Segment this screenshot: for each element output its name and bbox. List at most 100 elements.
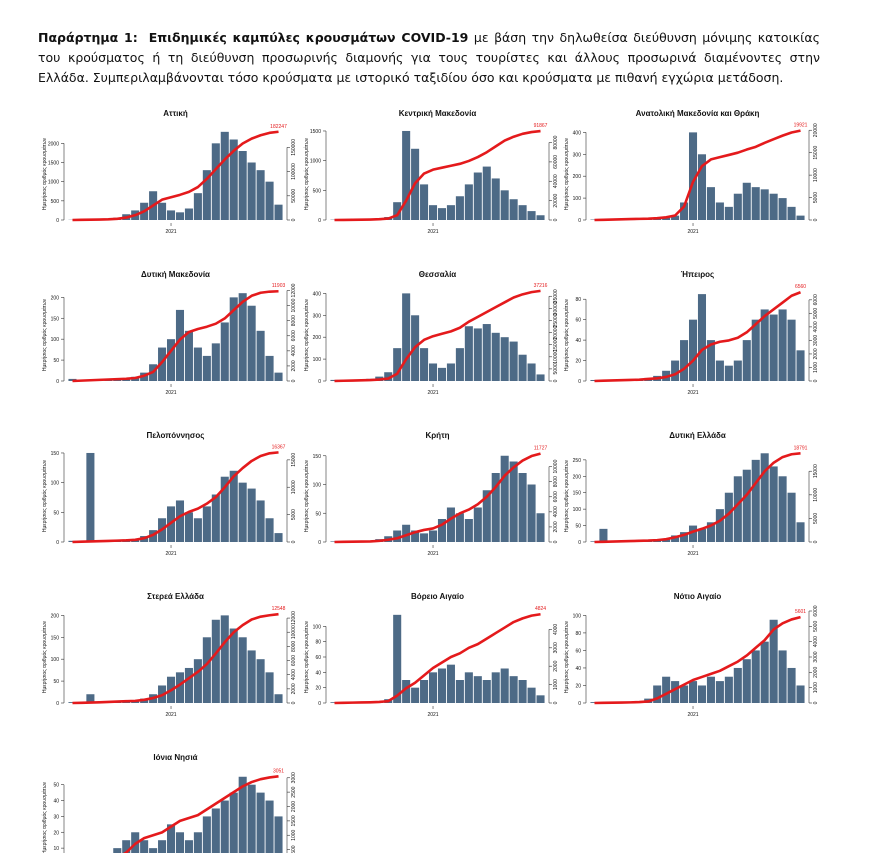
y-tick-label: 80	[575, 631, 581, 637]
bar	[778, 198, 787, 220]
caption-label: Παράρτημα 1:	[38, 30, 138, 45]
y-tick-label: 100	[313, 357, 322, 363]
bar	[715, 509, 724, 542]
bar	[193, 832, 202, 853]
bar	[796, 522, 805, 542]
cumulative-line	[334, 289, 541, 383]
bar	[402, 524, 411, 542]
chart-title: Ήπειρος	[681, 270, 714, 279]
y2-tick-label: 8000	[291, 641, 297, 652]
y-tick-label: 1500	[48, 161, 59, 167]
bar	[202, 637, 211, 703]
bar	[724, 492, 733, 542]
bar	[274, 816, 283, 853]
bar	[420, 348, 429, 381]
y-tick-label: 0	[578, 540, 581, 546]
bar	[446, 664, 455, 703]
y2-tick-label: 20000	[553, 193, 559, 207]
bar	[473, 676, 482, 703]
bar	[473, 172, 482, 220]
data-label: 37216	[534, 283, 548, 289]
x-tick-label: 2021	[427, 390, 438, 396]
cumulative-line	[594, 129, 801, 222]
bar	[184, 512, 193, 542]
bar	[671, 360, 680, 381]
bar	[733, 476, 742, 542]
y2-tick-label: 100000	[291, 163, 297, 180]
bar	[149, 848, 158, 853]
bar	[437, 367, 447, 381]
bar	[724, 676, 733, 703]
bar	[428, 530, 438, 542]
y-tick-label: 0	[318, 701, 321, 707]
y2-tick-label: 10000	[291, 480, 297, 494]
y-tick-label: 200	[313, 335, 322, 341]
y2-tick-label: 150000	[291, 139, 297, 156]
y-tick-label: 50	[315, 511, 321, 517]
bar	[742, 469, 751, 542]
bar	[509, 461, 518, 542]
bar	[274, 372, 283, 381]
bar	[166, 210, 176, 220]
bar	[482, 324, 491, 381]
bar	[140, 840, 149, 853]
y2-tick-label: 2500	[291, 786, 297, 797]
y2-tick-label: 8000	[553, 476, 559, 487]
bar	[518, 680, 527, 703]
bar	[680, 202, 689, 220]
x-tick-label: 2021	[427, 551, 438, 557]
x-tick-label: 2021	[165, 390, 176, 396]
bar	[482, 680, 491, 703]
chart-title: Δυτική Μακεδονία	[141, 270, 210, 279]
bar	[175, 212, 185, 220]
chart-title: Κεντρική Μακεδονία	[399, 109, 477, 118]
chart-title: Νότιο Αιγαίο	[674, 592, 722, 601]
bar	[193, 347, 202, 381]
bar	[715, 360, 724, 381]
bar	[420, 680, 429, 703]
y2-tick-label: 0	[553, 218, 559, 221]
x-tick-label: 2021	[687, 712, 698, 718]
bar	[482, 166, 491, 220]
y-axis-label: Ημερήσιος αριθμός κρουσμάτων	[41, 781, 48, 853]
bar	[158, 840, 167, 853]
y2-tick-label: 5000	[813, 513, 819, 524]
bar	[402, 680, 411, 703]
bar	[211, 619, 220, 703]
bar	[778, 650, 787, 703]
bar	[491, 473, 500, 542]
bar	[688, 132, 698, 220]
y-tick-label: 0	[578, 701, 581, 707]
bar	[175, 309, 185, 381]
bar	[437, 668, 447, 703]
data-label: 11903	[272, 283, 286, 289]
cumulative-line	[594, 615, 801, 705]
bar	[238, 776, 247, 853]
bar	[220, 131, 229, 220]
bar	[706, 340, 715, 381]
cumulative-line	[334, 129, 541, 222]
y-axis-label: Ημερήσιος αριθμός κρουσμάτων	[41, 459, 48, 532]
y-tick-label: 100	[573, 507, 582, 513]
y-tick-label: 0	[318, 540, 321, 546]
y-tick-label: 50	[53, 783, 59, 789]
bar	[166, 339, 176, 381]
bar	[671, 681, 680, 703]
y2-tick-label: 2000	[553, 521, 559, 532]
y2-tick-label: 0	[813, 540, 819, 543]
data-label: 6560	[795, 284, 806, 290]
y2-tick-label: 5000	[291, 509, 297, 520]
bar	[680, 532, 689, 542]
bar	[518, 205, 527, 220]
bar	[158, 347, 167, 381]
bar	[238, 151, 247, 220]
bar	[751, 459, 760, 542]
y-tick-label: 40	[575, 338, 581, 344]
bar	[769, 193, 778, 220]
bar	[428, 205, 438, 220]
y-tick-label: 200	[51, 295, 60, 301]
y2-tick-label: 3000	[291, 772, 297, 783]
y-tick-label: 150	[51, 316, 60, 322]
y-tick-label: 2000	[48, 141, 59, 147]
bar	[402, 130, 411, 220]
